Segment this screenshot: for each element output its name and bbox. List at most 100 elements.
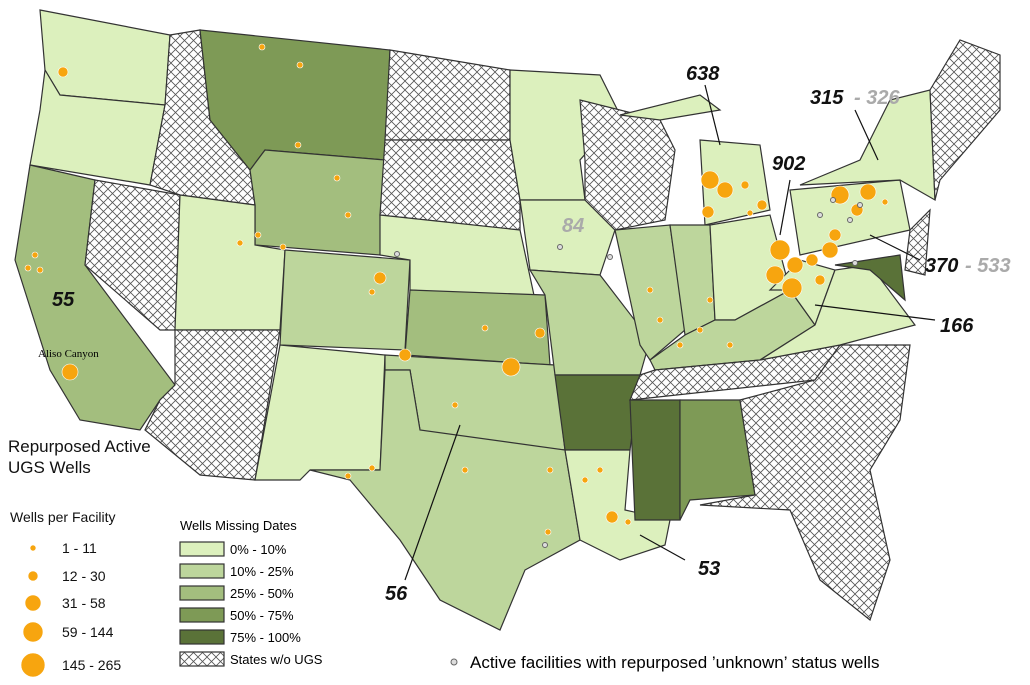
facility-marker [36,266,44,274]
wells-legend-title: Wells per Facility [10,509,116,525]
facility-marker [605,510,619,524]
facility-marker [344,472,352,480]
facility-marker [373,271,387,285]
facility-marker [830,197,836,203]
state [579,99,676,231]
facility-marker [546,466,554,474]
facility-marker [294,141,302,149]
facility-marker [646,286,654,294]
legend-swatch [179,563,225,579]
facility-marker [716,181,734,199]
facility-marker [557,244,563,250]
leader-lines [404,84,936,581]
leader-line [869,234,921,261]
facility-marker [769,239,791,261]
facility-marker [368,288,376,296]
facility-marker [236,239,244,247]
facility-marker [656,316,664,324]
facility-marker [746,209,754,217]
state [679,399,756,521]
facility-marker [817,212,823,218]
label-iowa: 84 [562,215,584,237]
state [699,139,771,226]
leader-line [814,304,936,321]
label-louisiana: 53 [698,558,720,580]
state [249,149,386,256]
facility-marker [596,466,604,474]
state [39,9,171,106]
wells-legend-item: 59 - 144 [62,624,114,640]
legend-swatch [179,629,225,645]
state [384,49,511,141]
missing-legend-item: 0% - 10% [230,542,287,557]
label-pennsylvania: 370 [925,255,958,277]
facility-marker [740,180,750,190]
facility-marker [805,253,819,267]
state [519,199,616,276]
facility-marker [29,544,37,552]
footnote: Active facilities with repurposed ’unkno… [470,653,879,672]
state [379,139,521,231]
facility-marker [814,274,826,286]
facility-marker [481,324,489,332]
label-aliso: Aliso Canyon [38,348,99,360]
facility-marker [394,251,400,257]
leader-line [404,424,461,581]
state [554,374,641,451]
facility-marker [696,326,704,334]
missing-legend-item: 10% - 25% [230,564,294,579]
state [309,369,581,631]
leader-line [704,84,721,146]
wells-legend-item: 145 - 265 [62,657,121,673]
state [84,179,181,331]
title: Repurposed Active UGS Wells [8,437,151,477]
facility-marker [859,183,877,201]
leader-line [779,179,791,236]
leader-line [639,534,686,561]
label-ohio: 902 [772,153,805,175]
facility-marker [57,66,69,78]
facility-marker [501,357,521,377]
missing-legend-item: States w/o UGS [230,652,323,667]
legend-swatch [179,651,225,667]
facility-marker [450,658,458,666]
facility-marker [24,594,42,612]
state [834,254,906,302]
title-box: Repurposed Active UGS Wells [8,437,151,477]
facility-marker [61,363,79,381]
facility-marker [451,401,459,409]
facility-marker [344,211,352,219]
state [629,399,681,521]
legend-swatch [179,541,225,557]
leader-line [854,109,879,161]
state [144,329,281,481]
facility-marker [333,174,341,182]
label-new-york-unknown: - 326 [854,87,900,109]
facility-marker [676,341,684,349]
facility-marker [857,202,863,208]
facility-marker [31,251,39,259]
legend-swatch [179,607,225,623]
state [929,39,1001,201]
states [14,9,1001,631]
facility-marker [279,243,287,251]
facility-marker [624,518,632,526]
facility-marker [607,254,613,260]
missing-legend-item: 75% - 100% [230,630,301,645]
label-michigan: 638 [686,63,720,85]
facility-marker [821,241,839,259]
legend-swatch [179,585,225,601]
wells-legend-item: 1 - 11 [62,540,97,556]
facility-marker [22,621,44,643]
facility-marker [726,341,734,349]
missing-legend-item: 25% - 50% [230,586,294,601]
facility-marker [20,652,46,678]
facility-marker [765,265,785,285]
missing-legend [179,541,225,667]
facility-marker [254,231,262,239]
state [509,69,621,201]
wells-legend-item: 12 - 30 [62,568,106,584]
facility-marker [461,466,469,474]
facility-marker [828,228,842,242]
missing-legend-title: Wells Missing Dates [180,518,297,533]
